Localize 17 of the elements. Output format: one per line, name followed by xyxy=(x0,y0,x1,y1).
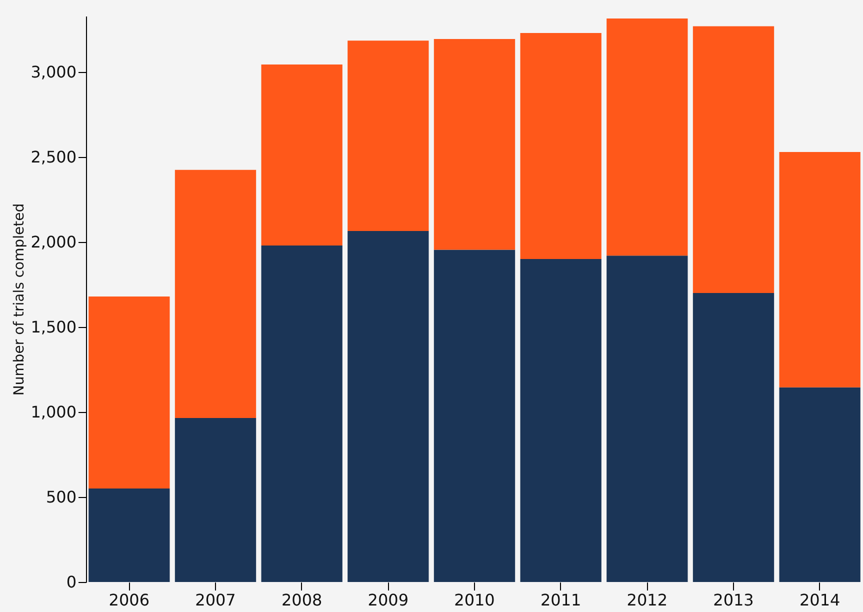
x-tick-label: 2014 xyxy=(799,590,840,610)
y-tick-label: 3,000 xyxy=(30,62,76,82)
y-tick-label: 1,000 xyxy=(30,402,76,422)
x-tick-label: 2007 xyxy=(195,590,236,610)
x-tick-label: 2013 xyxy=(713,590,754,610)
y-axis-title: Number of trials completed xyxy=(12,203,28,396)
y-tick-label: 2,500 xyxy=(30,148,76,167)
x-tick-label: 2010 xyxy=(454,590,495,610)
x-tick-label: 2008 xyxy=(281,590,322,610)
y-tick-label: 1,500 xyxy=(30,318,76,337)
x-tick-label: 2012 xyxy=(626,590,668,610)
y-tick-label: 500 xyxy=(46,488,76,507)
x-tick-label: 2006 xyxy=(108,590,150,610)
y-tick-label: 0 xyxy=(66,572,76,592)
y-tick-label: 2,000 xyxy=(30,232,76,252)
x-tick-label: 2009 xyxy=(368,590,409,610)
x-tick-label: 2011 xyxy=(540,590,582,610)
